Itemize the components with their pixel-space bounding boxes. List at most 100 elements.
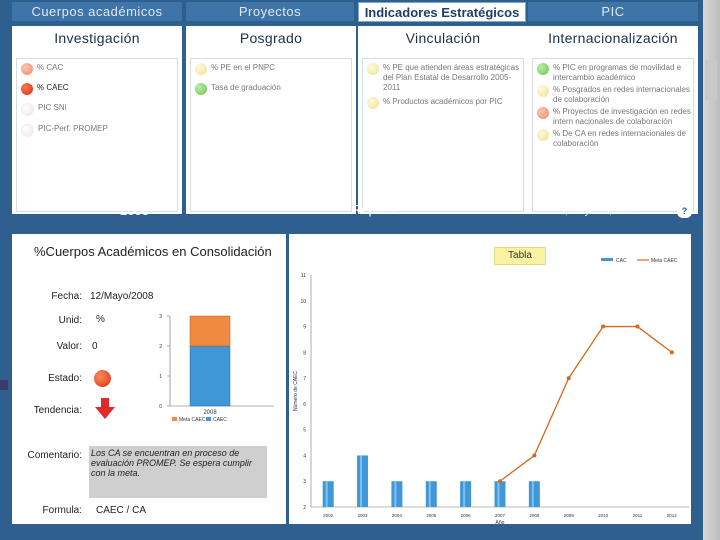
status-light-icon [367, 97, 379, 109]
x-tick-label: 2010 [598, 513, 609, 518]
left-edge-mark [0, 380, 8, 390]
bar-highlight [497, 481, 500, 507]
panel-posgrado: Posgrado % PE en el PNPC Tasa de graduac… [186, 26, 356, 214]
panel-investigacion: Investigación % CAC % CAEC PIC SNI PIC-P… [12, 26, 182, 214]
valor-value: 0 [92, 341, 98, 352]
window-edge [703, 0, 720, 540]
indicator-label: % CAEC [37, 83, 69, 92]
status-light-icon [367, 63, 379, 75]
indicator-item[interactable]: % Proyectos de investigación en redes in… [537, 107, 693, 127]
bar-caec [189, 345, 231, 407]
estado-label: Estado: [48, 373, 82, 384]
x-tick-label: 2009 [564, 513, 575, 518]
y-tick-label: 1 [159, 374, 162, 380]
y-tick-label: 9 [303, 325, 306, 331]
indicator-label: % De CA en redes internacionales de cola… [553, 129, 686, 148]
comentario-text: Los CA se encuentran en proceso de evalu… [89, 446, 267, 498]
x-tick-label: 2011 [633, 513, 643, 518]
panel-title: Investigación [54, 30, 140, 46]
bar-highlight [463, 481, 466, 507]
status-light-icon [21, 124, 34, 137]
tabla-button[interactable]: Tabla [494, 247, 546, 265]
x-tick-label: 2008 [529, 513, 540, 518]
bar-highlight [360, 455, 363, 507]
x-tick-label: 2008 [203, 410, 217, 416]
valor-label: Valor: [56, 341, 82, 352]
panel-title: Vinculación [405, 30, 481, 46]
point-meta-caec [532, 453, 537, 458]
y-tick-label: 0 [159, 404, 162, 410]
indicator-item[interactable]: Tasa de graduación [195, 83, 351, 95]
indicator-item[interactable]: % Posgrados en redes internacionales de … [537, 85, 693, 105]
tab-cuerpos-academicos[interactable]: Cuerpos académicos [12, 2, 182, 21]
y-tick-label: 8 [303, 350, 306, 356]
indicator-item[interactable]: % Productos académicos por PIC [367, 97, 523, 109]
formula-label: Formula: [42, 505, 82, 516]
legend-label: Meta CAEC [179, 417, 206, 423]
bar-highlight [325, 481, 328, 507]
help-icon[interactable]: ? [677, 205, 692, 218]
legend-swatch-caec [206, 417, 211, 421]
tab-pic[interactable]: PIC [528, 2, 698, 21]
x-tick-label: 2007 [495, 513, 506, 518]
y-tick-label: 2 [159, 344, 162, 350]
estado-light-icon [94, 370, 111, 387]
plot-area [311, 275, 689, 507]
y-tick-label: 5 [303, 428, 306, 434]
indicator-list: % PIC en programas de movilidad e interc… [532, 58, 694, 212]
indicator-item[interactable]: % PE en el PNPC [195, 63, 351, 75]
indicator-item[interactable]: PIC SNI [21, 103, 177, 116]
x-tick-label: 2002 [323, 513, 334, 518]
formula-value: CAEC / CA [96, 505, 147, 516]
indicator-label: % PE que atienden áreas estratégicas del… [383, 63, 520, 92]
point-meta-caec [601, 324, 606, 329]
bottom-bar [8, 527, 703, 540]
tab-indicadores-estrategicos[interactable]: Indicadores Estratégicos [358, 2, 526, 22]
panel-title: Posgrado [239, 30, 303, 46]
unid-value: % [96, 314, 105, 325]
indicator-label: % Proyectos de investigación en redes in… [553, 107, 691, 126]
status-light-icon [537, 63, 549, 75]
bar-cac [494, 481, 506, 507]
reporte-link[interactable]: Reporte [352, 202, 399, 217]
x-tick-label: 2005 [426, 513, 437, 518]
fecha-value: 12/Mayo/2008 [90, 291, 154, 302]
detail-title: %Cuerpos Académicos en Consolidación [34, 244, 272, 259]
bar-cac [528, 481, 540, 507]
bar-highlight [428, 481, 431, 507]
tab-proyectos[interactable]: Proyectos [186, 2, 354, 21]
line-meta-caec [499, 325, 673, 482]
chart-panel: 2 3 4 5 6 7 8 9 10 11 Número de CAEC 2002 2003 2004 20… [289, 234, 691, 526]
legend-swatch-cac [601, 258, 613, 261]
legend-label: Meta CAEC [651, 258, 678, 264]
indicator-label: % CAC [37, 63, 64, 72]
indicator-item[interactable]: % De CA en redes internacionales de cola… [537, 129, 693, 149]
indicator-label: % PIC en programas de movilidad e interc… [553, 63, 682, 82]
indicator-item[interactable]: PIC-Perf. PROMEP [21, 124, 177, 137]
bar-cac [391, 481, 403, 507]
indicator-item[interactable]: % CAC [21, 63, 177, 75]
y-tick-label: 6 [303, 402, 306, 408]
trend-down-arrow-icon [95, 398, 115, 419]
y-tick-label: 2 [303, 505, 306, 511]
indicator-item[interactable]: % PE que atienden áreas estratégicas del… [367, 63, 523, 93]
legend-label: CAEC [213, 417, 227, 423]
y-tick-label: 4 [303, 453, 306, 459]
indicator-label: PIC SNI [38, 103, 67, 112]
status-light-icon [537, 107, 549, 119]
panel-title: Internacionalización [548, 30, 678, 46]
status-light-icon [537, 85, 549, 97]
y-axis-label: Número de CAEC [293, 371, 299, 411]
legend-swatch-meta [172, 417, 177, 421]
y-tick-label: 3 [159, 314, 162, 320]
indicator-list: % PE que atienden áreas estratégicas del… [362, 58, 524, 212]
status-light-icon [537, 129, 549, 141]
legend-label: CAC [616, 258, 627, 264]
point-meta-caec [635, 324, 640, 329]
trend-chart: 2 3 4 5 6 7 8 9 10 11 Número de CAEC 2002 2003 2004 20… [293, 258, 689, 526]
indicator-item[interactable]: % CAEC [21, 83, 177, 95]
status-light-icon [195, 63, 207, 75]
indicator-item[interactable]: % PIC en programas de movilidad e interc… [537, 63, 693, 83]
unid-label: Unid: [58, 315, 82, 326]
